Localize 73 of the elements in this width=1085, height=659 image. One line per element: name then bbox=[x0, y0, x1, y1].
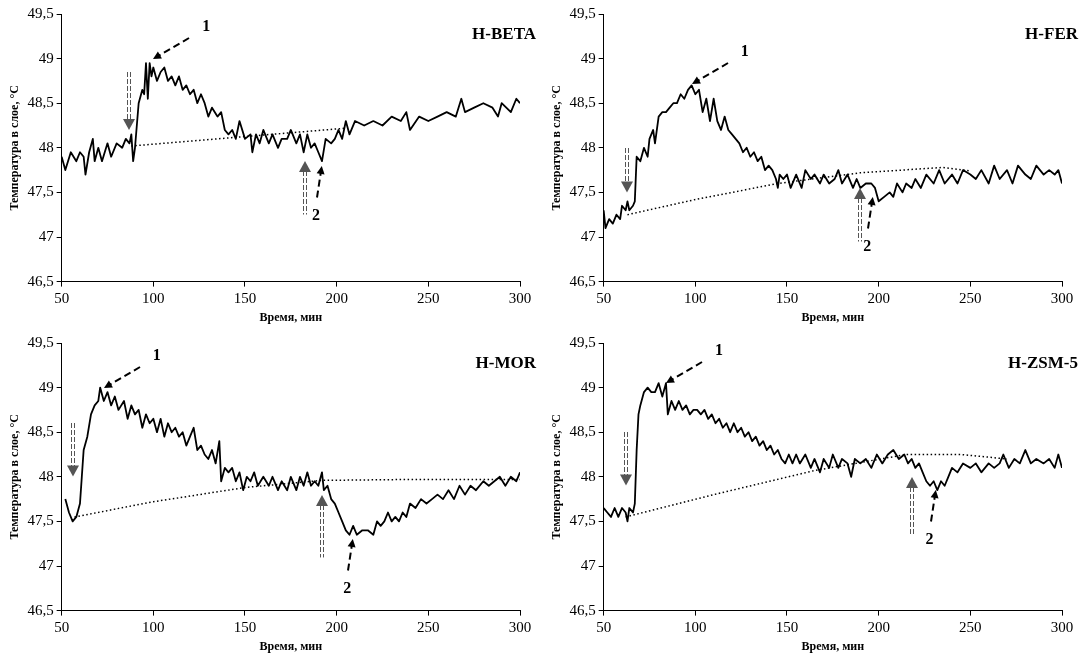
y-tick-label: 49,5 bbox=[569, 4, 596, 21]
annotation: 1 bbox=[202, 16, 211, 34]
y-tick-label: 48 bbox=[38, 467, 54, 484]
x-tick-label: 200 bbox=[867, 289, 890, 306]
y-tick-label: 46,5 bbox=[27, 272, 54, 289]
y-tick-label: 49,5 bbox=[569, 333, 596, 350]
x-tick-label: 200 bbox=[325, 289, 348, 306]
y-tick-label: 46,5 bbox=[569, 601, 596, 618]
y-tick-label: 46,5 bbox=[27, 601, 54, 618]
text: H-FER bbox=[1025, 23, 1079, 43]
y-axis-title: Температура в слое, °C bbox=[549, 414, 564, 540]
x-tick-label: 150 bbox=[233, 618, 257, 635]
x-tick-label: 150 bbox=[233, 289, 257, 306]
x-axis-title: Время, мин bbox=[259, 309, 323, 324]
x-tick-label: 100 bbox=[142, 289, 165, 306]
x-tick-label: 50 bbox=[596, 618, 612, 635]
x-tick-label: 100 bbox=[142, 618, 165, 635]
line-series bbox=[626, 166, 972, 216]
y-tick-label: 48,5 bbox=[27, 423, 54, 440]
y-tick-label: 47 bbox=[38, 227, 55, 244]
x-tick-label: 100 bbox=[684, 618, 707, 635]
y-tick-label: 47 bbox=[580, 227, 597, 244]
y-tick-label: 47,5 bbox=[27, 512, 54, 529]
annotation: 2 bbox=[925, 530, 934, 548]
x-tick-label: 300 bbox=[508, 618, 532, 635]
y-tick-label: 48 bbox=[580, 467, 596, 484]
y-axis-title: Температура в слое, °C bbox=[7, 85, 22, 211]
y-axis-title: Температура в слое, °C bbox=[7, 414, 22, 540]
x-tick-label: 100 bbox=[684, 289, 707, 306]
y-tick-label: 49,5 bbox=[27, 4, 54, 21]
x-tick-label: 300 bbox=[508, 289, 532, 306]
x-axis-title: Время, мин bbox=[801, 309, 865, 324]
y-tick-label: 49,5 bbox=[27, 333, 54, 350]
x-tick-label: 250 bbox=[959, 618, 982, 635]
y-tick-label: 47,5 bbox=[569, 512, 596, 529]
x-tick-label: 50 bbox=[596, 289, 612, 306]
annotation: 2 bbox=[863, 237, 872, 254]
y-tick-label: 48,5 bbox=[27, 94, 54, 111]
x-tick-label: 250 bbox=[959, 289, 982, 306]
annotation: 1 bbox=[152, 345, 161, 363]
x-axis-title: Время, мин bbox=[259, 638, 323, 653]
y-axis-title: Температура в слое, °C bbox=[549, 85, 564, 211]
x-tick-label: 200 bbox=[867, 618, 890, 635]
y-tick-label: 47,5 bbox=[27, 183, 54, 200]
y-tick-label: 49 bbox=[38, 378, 54, 395]
text: H-BETA bbox=[472, 23, 537, 43]
y-tick-label: 48 bbox=[580, 138, 596, 155]
annotation: 1 bbox=[714, 341, 723, 359]
annotation: 2 bbox=[343, 579, 352, 597]
text: H-ZSM-5 bbox=[1008, 352, 1078, 372]
x-tick-label: 250 bbox=[417, 289, 440, 306]
x-tick-label: 150 bbox=[775, 618, 799, 635]
y-tick-label: 48 bbox=[38, 138, 54, 155]
y-tick-label: 48,5 bbox=[569, 423, 596, 440]
annotation: 2 bbox=[311, 205, 320, 223]
y-tick-label: 49 bbox=[38, 49, 54, 66]
y-tick-label: 47 bbox=[580, 556, 597, 573]
annotation: 1 bbox=[740, 41, 749, 59]
x-tick-label: 300 bbox=[1050, 618, 1074, 635]
y-tick-label: 46,5 bbox=[569, 272, 596, 289]
x-axis-title: Время, мин bbox=[801, 638, 865, 653]
x-tick-label: 50 bbox=[54, 289, 70, 306]
y-tick-label: 47,5 bbox=[569, 183, 596, 200]
y-tick-label: 47 bbox=[38, 556, 55, 573]
x-tick-label: 200 bbox=[325, 618, 348, 635]
x-tick-label: 250 bbox=[417, 618, 440, 635]
x-tick-label: 150 bbox=[775, 289, 799, 306]
y-tick-label: 49 bbox=[580, 49, 596, 66]
x-tick-label: 300 bbox=[1050, 289, 1074, 306]
y-tick-label: 49 bbox=[580, 378, 596, 395]
text: H-MOR bbox=[475, 352, 537, 372]
y-tick-label: 48,5 bbox=[569, 94, 596, 111]
x-tick-label: 50 bbox=[54, 618, 70, 635]
